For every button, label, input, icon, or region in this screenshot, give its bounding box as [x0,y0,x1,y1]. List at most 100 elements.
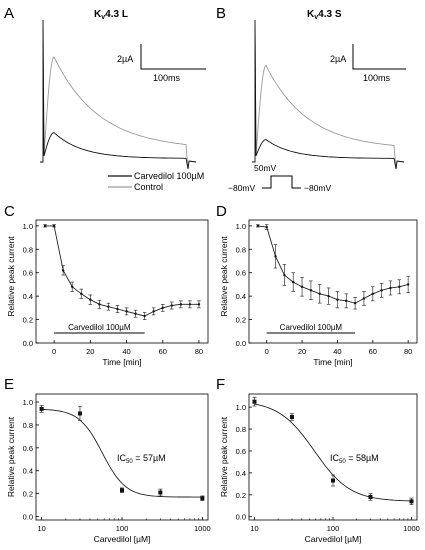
plot-d-data-point [327,294,330,298]
plot-d-data-point [398,285,401,288]
traces-b [252,19,405,170]
plot-e-data-point [158,490,163,495]
scale-bar-b-amp: 2µA [330,54,346,64]
plot-e-ytick-label: 0.2 [23,490,33,499]
plot-e-data-point [77,411,82,416]
plot-e-fit-curve [41,408,203,498]
plot-c-ytick-label: 1.0 [23,222,33,231]
plot-d-data-point [336,298,339,301]
plot-f-data-point [289,415,294,420]
plot-c-xtick-label: 0 [52,347,56,356]
panel-letter-c: C [4,203,15,220]
plot-d-xtick-label: 60 [369,347,377,356]
trace-title-b: Kv4.3 S [307,9,342,21]
plot-c-data-point [179,303,183,306]
plot-e-ytick-label: 1.0 [23,398,33,407]
trace-title-a: Kv4.3 L [94,9,128,21]
plot-d-data-point [406,283,410,286]
plot-c-xlabel: Time [min] [102,357,141,367]
plot-d-ytick-label: 0.4 [236,292,246,301]
plot-d-data-point [362,297,366,300]
scale-bar-a: 2µA 100ms [117,44,206,83]
plot-e-data-point [120,488,124,493]
legend-control-label: Control [134,182,163,192]
plot-d-data-point [353,301,357,305]
plot-c-ytick-label: 0.6 [23,269,33,278]
protocol-hold-right: −80mV [304,183,331,193]
plot-f-ytick-label: 0.4 [236,469,246,478]
plot-c-data-point [161,306,164,310]
plot-c-data-point [188,303,192,306]
plot-f-ytick-label: 0.6 [236,447,246,456]
plot-e-xtick-label: 100 [116,524,129,533]
ic50-label-f: IC50 = 58µM [330,453,379,465]
plot-c-series-line [45,225,199,317]
plot-d-data-point [283,273,286,277]
plot-f: 0.0 0.2 0.4 0.6 0.8 1.0 10 100 1000 Carvedilol [µ… [219,393,420,544]
plot-f-data-point [368,494,373,499]
plot-c-application-label: Carvedilol 100µM [68,323,131,332]
plot-d-ytick-label: 0.6 [236,269,246,278]
plot-c-data-point [52,224,56,228]
panel-letter-b: B [216,5,226,22]
plot-f-xlabel: Carvedilol [µM] [305,534,362,544]
plot-c: 0.0 0.2 0.4 0.6 0.8 1.0 0 20 40 60 80 Time [min] Rel… [6,219,209,367]
plot-e-ylabel: Relative peak current [6,416,16,497]
legend-carvedilol-label: Carvedilol 100µM [134,171,204,181]
panel-letter-f: F [216,376,225,393]
scale-bar-b-time: 100ms [363,73,391,83]
plot-e-xlabel: Carvedilol [µM] [94,534,151,544]
plot-c-xtick-label: 80 [195,347,203,356]
plot-d-ytick-label: 0.8 [236,245,246,254]
trace-a-control [40,19,197,170]
plot-c-data-point [116,307,119,311]
voltage-protocol: 50mV −80mV −80mV [228,163,331,193]
plot-d-data-point [380,289,383,292]
plot-c-xtick-label: 20 [86,347,94,356]
plot-d-series-line [257,225,409,304]
plot-f-xtick-label: 10 [250,524,258,533]
plot-c-data-point [107,305,110,308]
trace-b-control [252,19,405,170]
plot-d-ytick-label: 1.0 [236,222,246,231]
plot-d-data-point [318,292,321,295]
plot-c-data-point [71,285,74,288]
plot-c-xtick-label: 40 [122,347,130,356]
plot-c-data-point [197,303,201,306]
scale-bar-b: 2µA 100ms [330,44,406,83]
plot-e-xtick-label: 10 [37,524,45,533]
plot-c-ytick-label: 0.2 [23,316,33,325]
plot-d-frame [248,219,418,344]
plot-d-data-point [300,285,304,288]
plot-d-data-point [309,289,313,292]
plot-d-xlabel: Time [min] [313,357,352,367]
plot-f-ytick-label: 0.8 [236,425,246,434]
plot-c-data-point [143,314,146,318]
traces-a [40,19,197,170]
plot-c-data-point [89,298,92,301]
plot-f-ylabel: Relative peak current [219,416,229,497]
panel-letter-a: A [4,5,14,22]
plot-c-data-point [98,303,101,306]
plot-d-application-label: Carvedilol 100µM [280,323,343,332]
plot-f-ytick-label: 0.2 [236,491,246,500]
plot-c-data-point [61,269,65,272]
plot-c-ytick-label: 0.4 [23,292,33,301]
plot-f-data-point [331,478,335,483]
plot-d-xtick-label: 20 [298,347,306,356]
plot-e-xtick-label: 1000 [194,524,211,533]
plot-f-data-point [409,499,414,504]
plot-c-data-point [152,310,155,313]
plot-e-data-point [39,406,44,411]
plot-c-ytick-label: 0.0 [23,339,33,348]
plot-d-data-point [371,292,374,295]
plot-d-data-point [256,224,260,228]
trace-a-carvedilol [40,19,197,170]
protocol-step-label: 50mV [254,163,277,173]
plot-c-data-point [43,224,47,228]
plot-f-ytick-label: 0.0 [236,513,246,522]
plot-d-xtick-label: 40 [333,347,341,356]
plot-d-data-point [292,280,295,284]
plot-c-xtick-label: 60 [159,347,167,356]
